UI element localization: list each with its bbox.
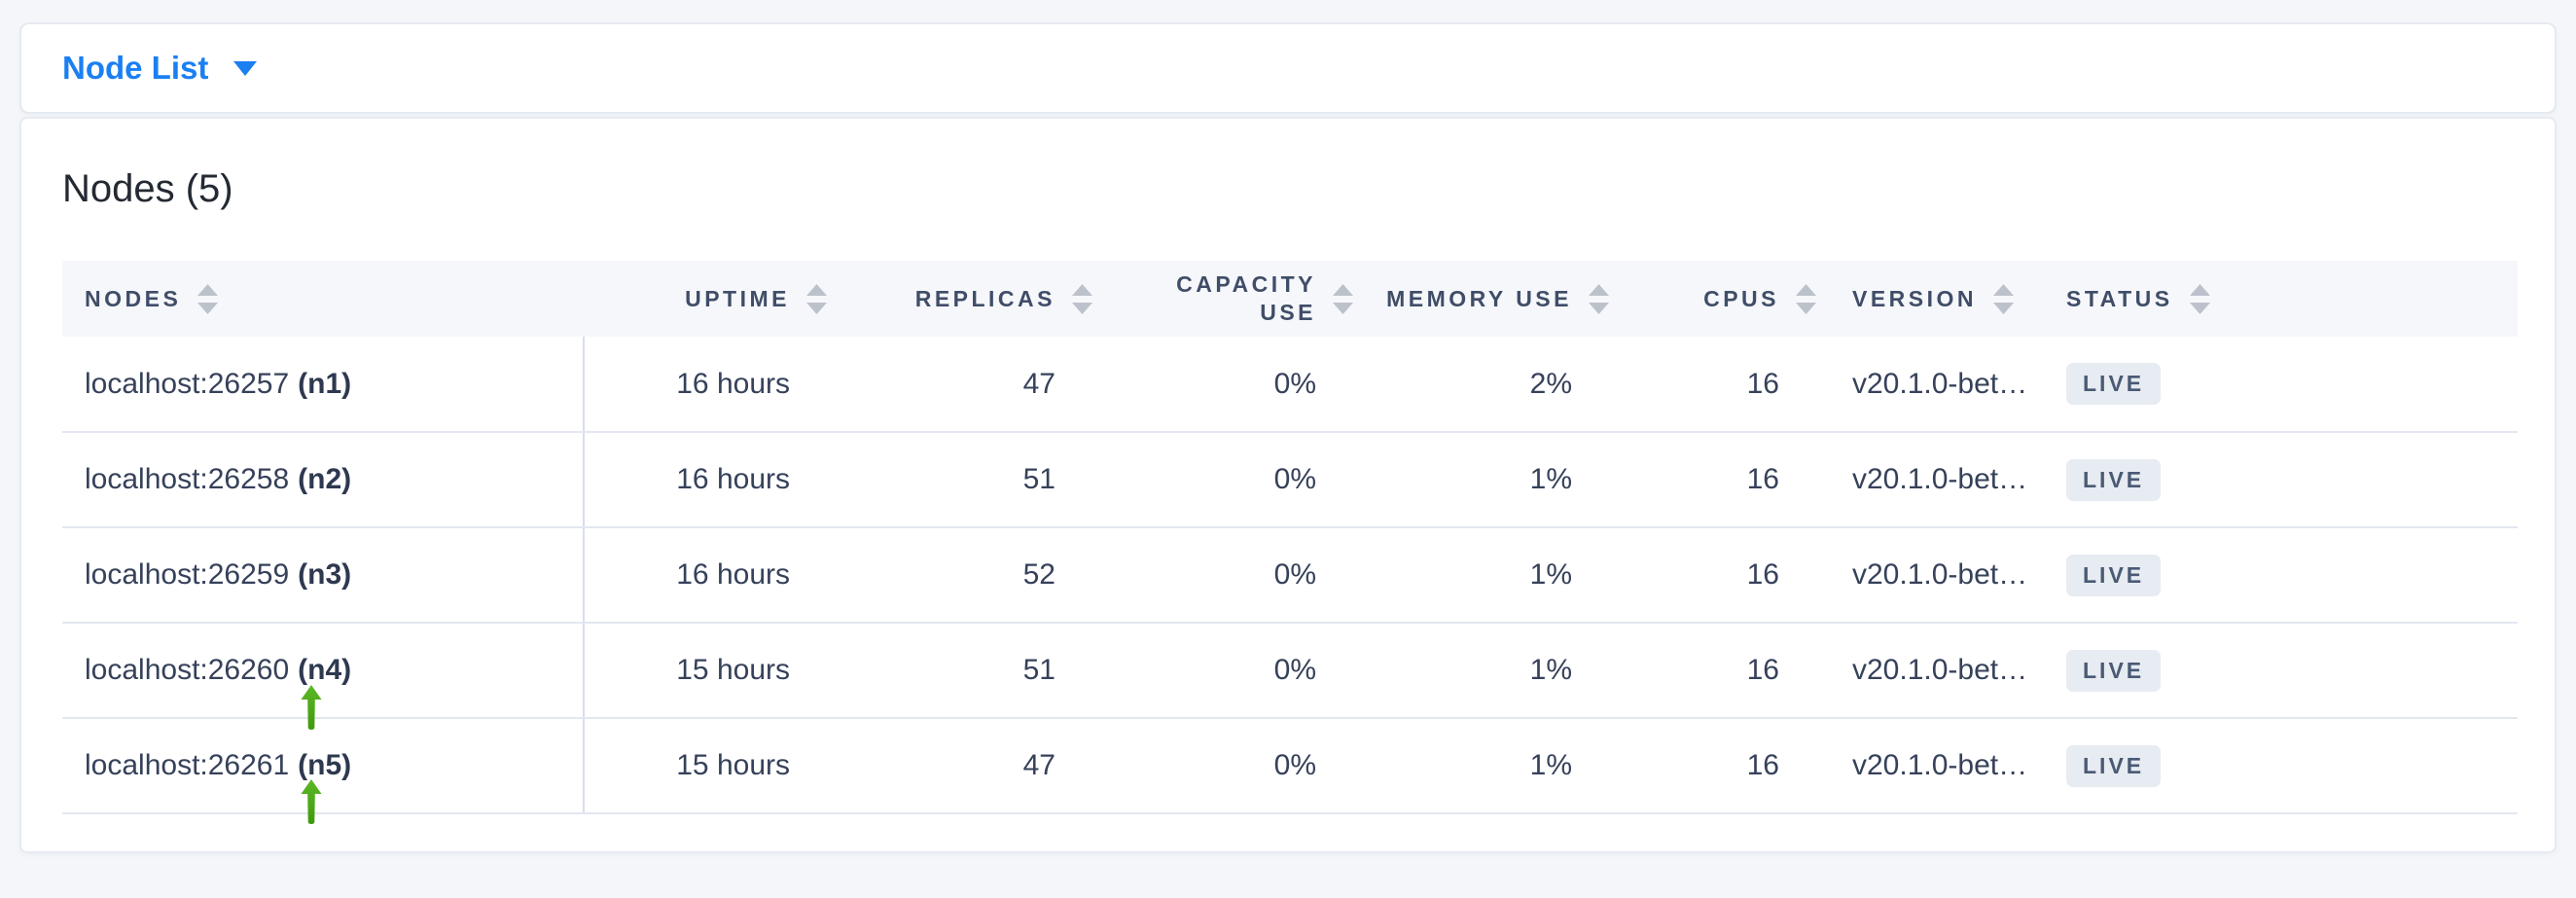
column-header-cpus[interactable]: CPUS xyxy=(1609,261,1816,337)
caret-down-icon xyxy=(233,60,258,76)
cell-replicas: 47 xyxy=(827,337,1092,433)
cell-capacity-use: 0% xyxy=(1092,432,1353,528)
status-badge: LIVE xyxy=(2066,649,2162,692)
cell-memory-use: 2% xyxy=(1353,337,1609,433)
cell-cpus: 16 xyxy=(1609,337,1816,433)
cell-version: v20.1.0-bet… xyxy=(1816,623,2045,719)
node-list-dropdown-label: Node List xyxy=(62,50,209,86)
cell-memory-use: 1% xyxy=(1353,718,1609,814)
cell-status: LIVE xyxy=(2045,432,2518,528)
column-header-uptime[interactable]: UPTIME xyxy=(584,261,827,337)
cell-version: v20.1.0-bet… xyxy=(1816,432,2045,528)
sort-arrows-icon xyxy=(1333,284,1353,314)
table-row[interactable]: localhost:26259 (n3) 16 hours 52 0% 1% 16… xyxy=(62,527,2518,624)
node-id: (n5) xyxy=(298,749,352,781)
column-header-version[interactable]: VERSION xyxy=(1816,261,2045,337)
cell-replicas: 52 xyxy=(827,527,1092,624)
cell-memory-use: 1% xyxy=(1353,432,1609,528)
table-row[interactable]: localhost:26261 (n5) 15 hours 47 0% 1% 16… xyxy=(62,718,2518,814)
cell-cpus: 16 xyxy=(1609,623,1816,719)
cell-capacity-use: 0% xyxy=(1092,337,1353,433)
column-header-capacity-use[interactable]: CAPACITY USE xyxy=(1092,261,1353,337)
table-row[interactable]: localhost:26258 (n2) 16 hours 51 0% 1% 16… xyxy=(62,432,2518,528)
column-header-nodes[interactable]: NODES xyxy=(62,261,584,337)
status-badge: LIVE xyxy=(2066,363,2162,405)
cell-uptime: 15 hours xyxy=(584,718,827,814)
table-header-row: NODES UPTIME R xyxy=(62,261,2518,337)
cell-status: LIVE xyxy=(2045,718,2518,814)
table-row[interactable]: localhost:26257 (n1) 16 hours 47 0% 2% 16… xyxy=(62,337,2518,433)
node-id: (n3) xyxy=(298,558,352,591)
sort-arrows-icon xyxy=(1589,283,1609,314)
cell-replicas: 51 xyxy=(827,623,1092,719)
sort-arrows-icon xyxy=(806,283,827,314)
cell-replicas: 51 xyxy=(827,432,1092,528)
nodes-panel: Nodes (5) NODES UPTIME xyxy=(19,117,2557,853)
sort-arrows-icon xyxy=(1993,283,2015,314)
cell-capacity-use: 0% xyxy=(1092,623,1353,719)
cell-node-address: localhost:26257 (n1) xyxy=(62,337,585,433)
sort-arrows-icon xyxy=(1072,283,1092,314)
node-id: (n1) xyxy=(298,367,352,400)
cell-replicas: 47 xyxy=(827,718,1092,814)
cell-version: v20.1.0-bet… xyxy=(1816,718,2045,814)
status-badge: LIVE xyxy=(2066,744,2162,787)
cell-node-address: localhost:26258 (n2) xyxy=(62,432,585,528)
cell-version: v20.1.0-bet… xyxy=(1816,337,2045,433)
node-id: (n4) xyxy=(298,654,352,686)
sort-arrows-icon xyxy=(2189,283,2210,314)
cell-cpus: 16 xyxy=(1609,527,1816,624)
cell-uptime: 16 hours xyxy=(584,337,827,433)
cell-status: LIVE xyxy=(2045,623,2518,719)
node-id: (n2) xyxy=(298,463,352,495)
column-header-replicas[interactable]: REPLICAS xyxy=(827,261,1092,337)
cell-version: v20.1.0-bet… xyxy=(1816,527,2045,624)
node-list-dropdown[interactable]: Node List xyxy=(62,50,258,87)
cell-cpus: 16 xyxy=(1609,432,1816,528)
status-badge: LIVE xyxy=(2066,554,2162,596)
cell-memory-use: 1% xyxy=(1353,623,1609,719)
cell-uptime: 15 hours xyxy=(584,623,827,719)
view-switcher-bar: Node List xyxy=(19,22,2557,114)
cell-node-address: localhost:26260 (n4) xyxy=(62,623,585,719)
cell-node-address: localhost:26259 (n3) xyxy=(62,527,585,624)
column-header-memory-use[interactable]: MEMORY USE xyxy=(1353,261,1609,337)
sort-arrows-icon xyxy=(197,283,219,314)
nodes-table: NODES UPTIME R xyxy=(62,261,2518,814)
cell-capacity-use: 0% xyxy=(1092,527,1353,624)
cell-memory-use: 1% xyxy=(1353,527,1609,624)
sort-arrows-icon xyxy=(1796,283,1816,314)
cell-capacity-use: 0% xyxy=(1092,718,1353,814)
table-row[interactable]: localhost:26260 (n4) 15 hours 51 0% 1% 16… xyxy=(62,623,2518,719)
cell-uptime: 16 hours xyxy=(584,432,827,528)
cell-cpus: 16 xyxy=(1609,718,1816,814)
cell-status: LIVE xyxy=(2045,337,2518,433)
cell-uptime: 16 hours xyxy=(584,527,827,624)
page-title: Nodes (5) xyxy=(62,167,233,210)
cell-node-address: localhost:26261 (n5) xyxy=(62,718,585,814)
status-badge: LIVE xyxy=(2066,458,2162,501)
column-header-status[interactable]: STATUS xyxy=(2045,261,2518,337)
cell-status: LIVE xyxy=(2045,527,2518,624)
